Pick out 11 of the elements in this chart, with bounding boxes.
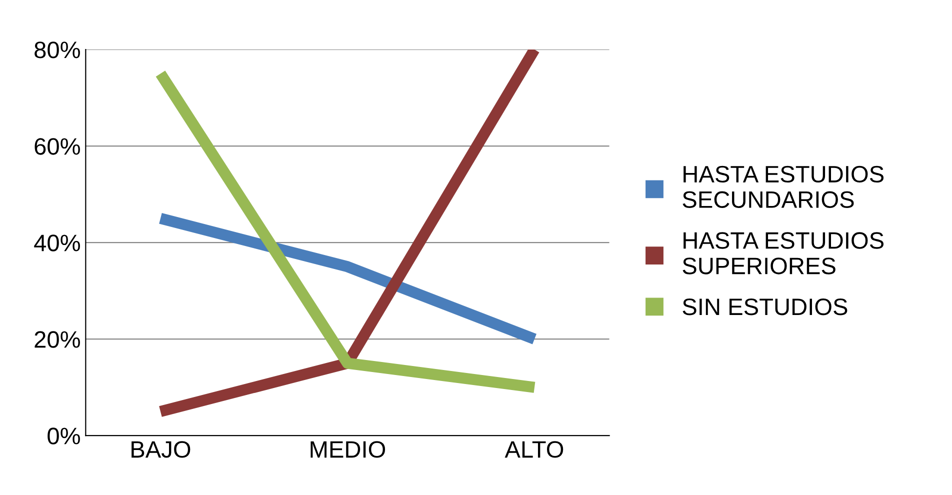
- y-tick-label: 20%: [34, 331, 80, 348]
- x-tick-label: MEDIO: [310, 441, 386, 458]
- y-tick-label: 0%: [48, 428, 80, 444]
- legend-label: SIN ESTUDIOS: [682, 298, 848, 316]
- x-tick-label: BAJO: [132, 441, 190, 458]
- legend-label: HASTA ESTUDIOS SECUNDARIOS: [682, 166, 884, 208]
- y-tick-label: 40%: [34, 234, 80, 252]
- x-tick-label: ALTO: [504, 441, 564, 458]
- y-tick-label: 80%: [34, 42, 80, 58]
- y-tick-label: 60%: [34, 138, 80, 155]
- legend-label: HASTA ESTUDIOS SUPERIORES: [682, 232, 884, 274]
